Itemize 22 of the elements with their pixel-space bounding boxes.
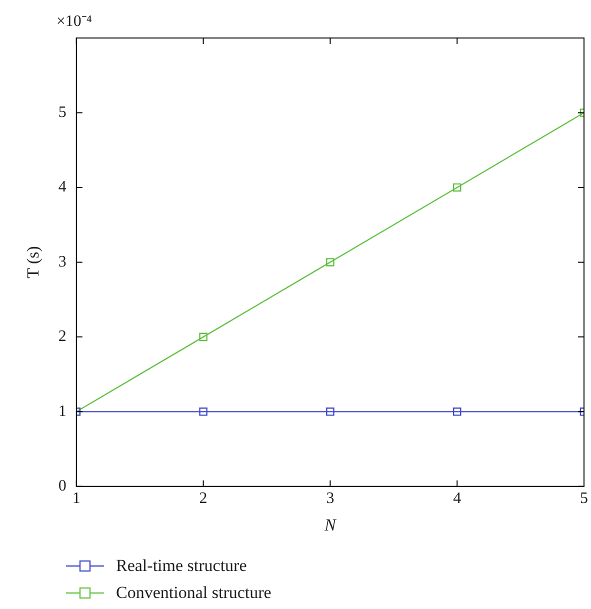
- point: [326, 258, 334, 266]
- legend-label: Conventional structure: [116, 582, 272, 602]
- x-tick-label: 4: [453, 490, 462, 508]
- x-tick-label: 3: [326, 490, 334, 508]
- y-tick-label: 1: [58, 402, 66, 420]
- point: [199, 332, 208, 342]
- y-tick-label: 2: [58, 328, 66, 346]
- y-tick-label: 5: [58, 104, 66, 121]
- x-tick-label: 5: [580, 490, 588, 508]
- point: [452, 408, 462, 416]
- x-axis-title: N: [324, 515, 338, 534]
- y-tick-label: 4: [58, 178, 66, 196]
- legend-label: Real-time structure: [116, 556, 247, 576]
- y-tick-label: 0: [58, 478, 66, 495]
- y-axis-title: T (s): [24, 246, 43, 278]
- point: [326, 408, 334, 416]
- text: ×10⁻⁴: [56, 13, 92, 30]
- point: [199, 408, 208, 416]
- x-tick-label: 2: [199, 490, 208, 508]
- point: [452, 183, 462, 192]
- x-tick-label: 1: [72, 490, 80, 508]
- y-tick-label: 3: [58, 253, 66, 270]
